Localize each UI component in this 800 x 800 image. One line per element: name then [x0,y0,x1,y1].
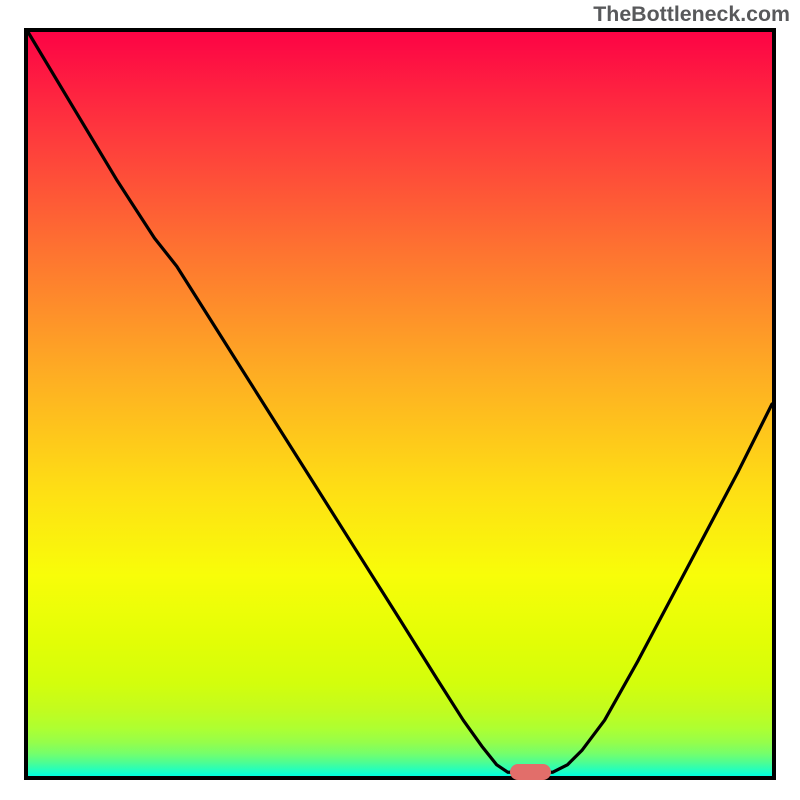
curve-path [28,32,772,772]
bottleneck-chart-root: TheBottleneck.com [0,0,800,800]
bottleneck-curve [0,0,800,800]
minimum-marker [510,764,551,780]
